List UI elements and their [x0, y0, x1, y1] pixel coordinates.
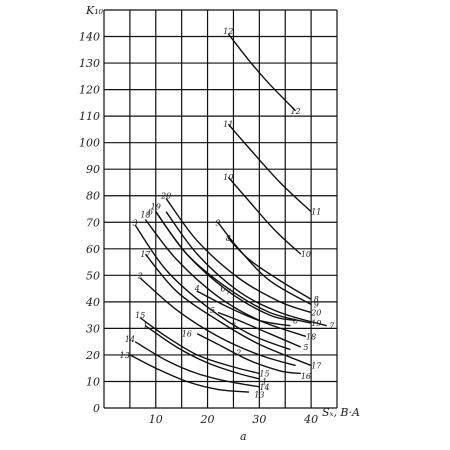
curve-8	[227, 237, 312, 300]
curve-label-15: 15	[135, 311, 145, 320]
y-tick-label: 20	[85, 349, 100, 362]
curve-label-18: 18	[140, 210, 150, 219]
curve-11	[227, 123, 312, 213]
curve-label-16: 16	[301, 372, 311, 381]
curve-label-5: 5	[210, 306, 215, 315]
y-tick-label: 90	[86, 163, 100, 176]
curve-label-19: 19	[311, 319, 321, 328]
curve-12	[227, 33, 297, 112]
curve-label-20: 20	[310, 308, 321, 317]
chart-caption: a	[240, 430, 247, 443]
curve-label-8: 8	[226, 234, 231, 243]
curve-5	[217, 311, 302, 348]
curve-label-4: 4	[194, 285, 200, 294]
curve-2	[139, 277, 296, 367]
x-tick-label: 10	[149, 413, 163, 426]
curve-4	[196, 290, 291, 327]
curve-15	[139, 317, 260, 375]
curve-label-11: 11	[311, 208, 321, 217]
y-tick-label: 110	[79, 110, 100, 123]
curve-label-9: 9	[314, 301, 319, 310]
curve-label-14: 14	[259, 383, 269, 392]
curve-17	[144, 253, 312, 367]
y-tick-label: 80	[86, 190, 100, 203]
x-tick-label: 30	[252, 413, 266, 426]
curve-3	[134, 224, 291, 351]
curve-label-15: 15	[259, 370, 269, 379]
curve-label-18: 18	[306, 332, 316, 341]
curve-label-19: 19	[151, 202, 161, 211]
curve-16	[196, 333, 301, 375]
curve-label-17: 17	[140, 250, 151, 259]
x-tick-label: 20	[200, 413, 215, 426]
curve-10	[227, 176, 302, 255]
curve-label-11: 11	[223, 120, 233, 129]
curve-18	[144, 219, 307, 338]
curve-label-1: 1	[262, 377, 267, 386]
x-tick-label: 40	[303, 413, 318, 426]
y-tick-label: 130	[79, 57, 100, 70]
curve-labels: 1212111110109988772020191918186665543317…	[120, 27, 336, 400]
curve-label-3: 3	[133, 218, 138, 227]
curves	[129, 33, 327, 393]
y-tick-label: 50	[86, 269, 100, 282]
curve-label-3: 3	[231, 322, 236, 331]
curve-20	[165, 197, 312, 314]
curve-label-6: 6	[221, 285, 226, 294]
curve-label-20: 20	[160, 192, 171, 201]
y-tick-label: 0	[93, 402, 100, 415]
curve-1	[145, 325, 260, 380]
y-tick-label: 140	[79, 31, 100, 44]
y-tick-label: 100	[79, 137, 100, 150]
y-tick-label: 60	[86, 243, 100, 256]
curve-label-13: 13	[254, 391, 264, 400]
y-axis-label: K₁₀	[85, 4, 104, 17]
curve-label-7: 7	[226, 287, 232, 296]
curve-label-2: 2	[137, 271, 143, 280]
y-tick-label: 70	[86, 216, 100, 229]
curve-label-2: 2	[235, 348, 241, 357]
curve-label-10: 10	[223, 173, 233, 182]
curve-14	[134, 341, 260, 388]
curve-label-17: 17	[311, 362, 322, 371]
curve-label-9: 9	[215, 218, 220, 227]
curve-label-14: 14	[125, 335, 135, 344]
curve-label-12: 12	[290, 107, 300, 116]
y-tick-label: 10	[86, 375, 100, 388]
curve-label-6: 6	[148, 208, 153, 217]
curve-13	[129, 354, 250, 393]
curve-label-6: 6	[293, 316, 298, 325]
curve-label-5: 5	[303, 343, 308, 352]
curve-9	[217, 221, 312, 306]
curve-label-10: 10	[301, 250, 311, 259]
y-tick-label: 30	[86, 322, 100, 335]
curve-label-8: 8	[314, 295, 319, 304]
y-tick-label: 40	[85, 296, 100, 309]
y-tick-label: 120	[79, 84, 100, 97]
curve-label-12: 12	[223, 27, 233, 36]
curve-label-13: 13	[120, 351, 130, 360]
curve-6	[155, 211, 296, 322]
curve-7	[165, 211, 327, 327]
curve-label-16: 16	[182, 330, 192, 339]
curve-label-7: 7	[329, 322, 335, 331]
x-axis-label: Sₓ, B·A	[322, 406, 360, 419]
grid	[103, 9, 338, 409]
curve-label-1: 1	[143, 322, 148, 331]
